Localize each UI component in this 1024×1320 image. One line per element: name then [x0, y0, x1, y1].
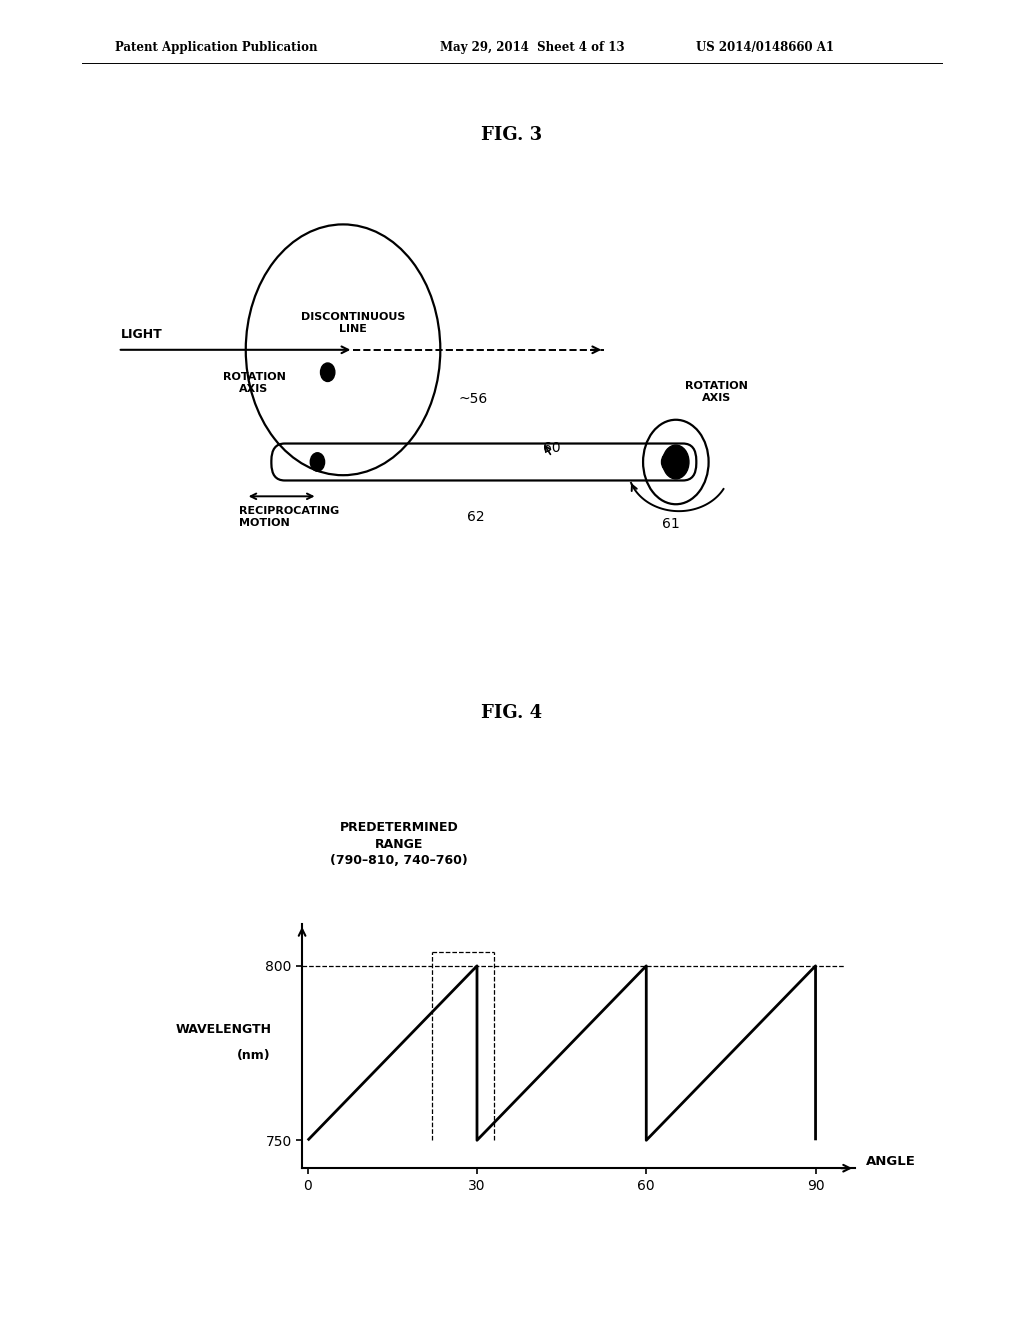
Text: US 2014/0148660 A1: US 2014/0148660 A1 — [696, 41, 835, 54]
Circle shape — [662, 453, 676, 471]
Text: DISCONTINUOUS
LINE: DISCONTINUOUS LINE — [301, 312, 406, 334]
Text: FIG. 4: FIG. 4 — [481, 704, 543, 722]
Text: FIG. 3: FIG. 3 — [481, 125, 543, 144]
Text: RECIPROCATING
MOTION: RECIPROCATING MOTION — [239, 506, 339, 528]
Circle shape — [321, 363, 335, 381]
Text: ROTATION
AXIS: ROTATION AXIS — [685, 381, 749, 403]
Text: WAVELENGTH: WAVELENGTH — [175, 1023, 271, 1036]
Text: 61: 61 — [662, 517, 680, 532]
FancyBboxPatch shape — [271, 444, 696, 480]
Text: LIGHT: LIGHT — [121, 327, 163, 341]
Text: PREDETERMINED
RANGE
(790–810, 740–760): PREDETERMINED RANGE (790–810, 740–760) — [331, 821, 468, 867]
Circle shape — [663, 445, 689, 479]
Text: ~56: ~56 — [459, 392, 488, 405]
Text: May 29, 2014  Sheet 4 of 13: May 29, 2014 Sheet 4 of 13 — [440, 41, 625, 54]
Text: (nm): (nm) — [238, 1049, 270, 1063]
Text: 60: 60 — [543, 441, 561, 455]
Circle shape — [310, 453, 325, 471]
Text: Patent Application Publication: Patent Application Publication — [115, 41, 317, 54]
Text: ANGLE: ANGLE — [866, 1155, 916, 1168]
Text: ROTATION
AXIS: ROTATION AXIS — [222, 372, 286, 393]
Text: 62: 62 — [467, 510, 485, 524]
Circle shape — [678, 455, 688, 469]
